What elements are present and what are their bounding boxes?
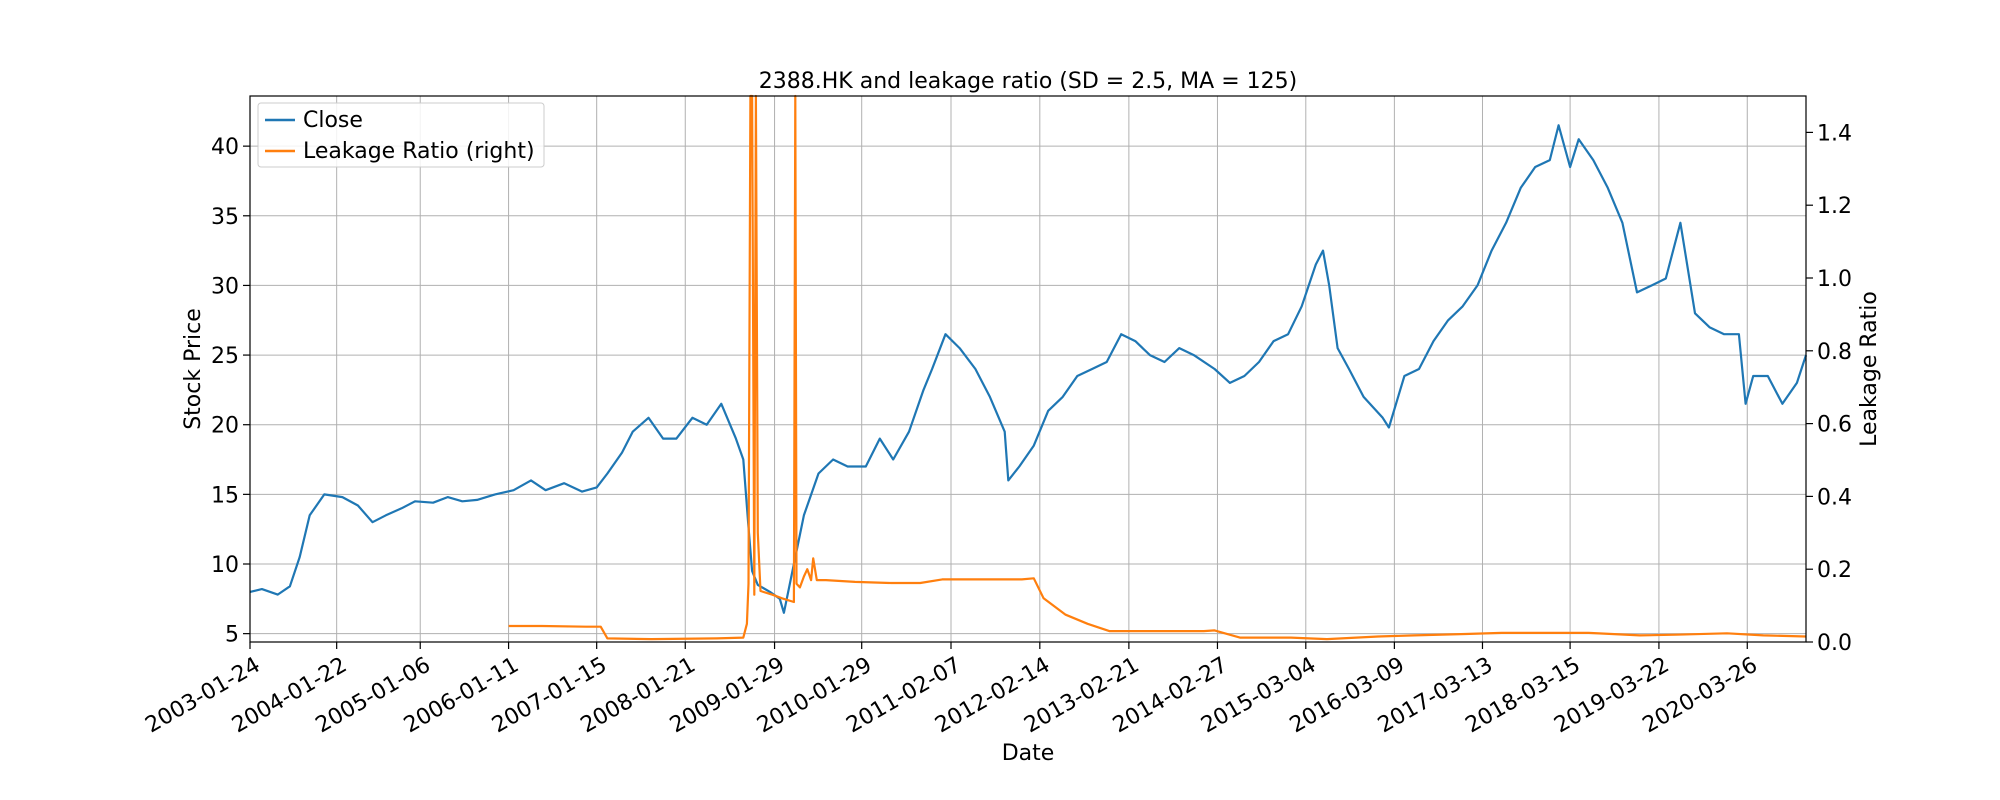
plot-frame <box>249 95 1807 643</box>
y2-tick-label: 0.0 <box>1817 631 1852 656</box>
y-tick-label: 40 <box>211 135 239 160</box>
legend-box <box>257 102 545 168</box>
y-axis-left: 5 10 15 20 25 30 35 40 <box>211 135 250 648</box>
grid-lines <box>249 96 1806 642</box>
y2-tick-label: 0.4 <box>1817 485 1852 510</box>
y-tick-label: 5 <box>225 623 239 648</box>
y-tick-label: 20 <box>211 414 239 439</box>
y-tick-label: 35 <box>211 205 239 230</box>
legend: Close Leakage Ratio (right) <box>257 102 545 168</box>
legend-entry-leakage: Leakage Ratio (right) <box>303 139 535 164</box>
chart-title: 2388.HK and leakage ratio (SD = 2.5, MA … <box>759 69 1297 94</box>
x-axis: 2003-01-242004-01-222005-01-062006-01-11… <box>141 642 1762 738</box>
y2-tick-label: 1.0 <box>1817 267 1852 292</box>
legend-entry-close: Close <box>303 108 363 133</box>
y2-tick-label: 0.8 <box>1817 340 1852 365</box>
y-axis-label-right: Leakage Ratio <box>1857 291 1882 447</box>
y2-tick-label: 0.6 <box>1817 413 1852 438</box>
y-tick-label: 15 <box>211 483 239 508</box>
plot-area <box>249 94 1808 641</box>
y2-tick-label: 1.2 <box>1817 194 1852 219</box>
series-line-leakage-ratio <box>508 94 1807 641</box>
y-tick-label: 25 <box>211 344 239 369</box>
series-layer <box>249 94 1808 641</box>
x-axis-label: Date <box>1002 741 1055 766</box>
y-axis-right: 0.0 0.2 0.4 0.6 0.8 1.0 1.2 1.4 <box>1806 121 1852 656</box>
y2-tick-label: 0.2 <box>1817 558 1852 583</box>
y-tick-label: 10 <box>211 553 239 578</box>
y-axis-label: Stock Price <box>181 308 206 430</box>
y-tick-label: 30 <box>211 274 239 299</box>
y2-tick-label: 1.4 <box>1817 121 1852 146</box>
series-line-close <box>249 124 1808 614</box>
